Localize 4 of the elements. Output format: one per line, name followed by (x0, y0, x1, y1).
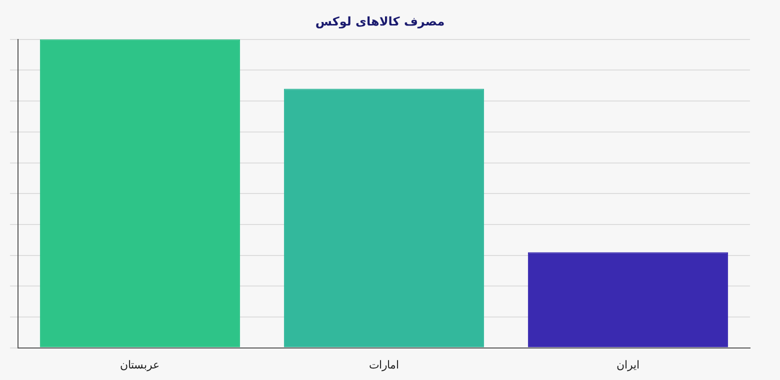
chart-title: مصرف کالاهای لوکس (315, 14, 445, 28)
x-tick-label: ایران (616, 359, 640, 372)
x-tick-label: عربستان (120, 359, 160, 372)
x-tick-label: امارات (369, 359, 399, 372)
